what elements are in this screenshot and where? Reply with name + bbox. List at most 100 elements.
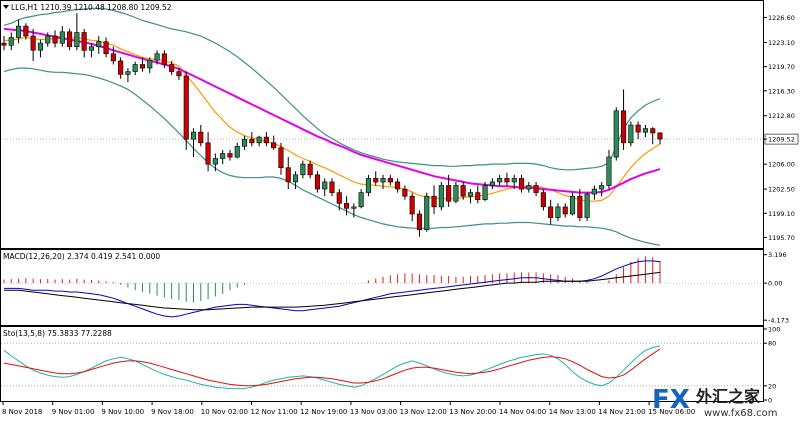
candle <box>147 57 153 74</box>
candle-body <box>591 188 597 195</box>
candle-body <box>358 192 364 208</box>
candle <box>577 189 583 222</box>
candle-body <box>482 185 488 200</box>
y-tick-label: 1209.52 <box>768 136 795 144</box>
stochastic-panel <box>1 342 763 390</box>
candle <box>15 19 22 44</box>
candle <box>96 36 102 54</box>
candle <box>249 132 255 147</box>
y-tick-label: 1216.30 <box>768 87 795 95</box>
candle <box>183 71 189 150</box>
candle-body <box>336 192 342 204</box>
candle-body <box>548 206 554 218</box>
macd-panel-frame <box>0 249 764 326</box>
y-tick-label: 1202.50 <box>768 186 795 194</box>
candle-body <box>533 185 539 193</box>
candle <box>373 171 379 186</box>
candle-body <box>307 163 313 176</box>
sto-line-1 <box>3 348 661 387</box>
candle-body <box>584 193 590 218</box>
candle-body <box>504 178 510 183</box>
candle <box>125 68 131 83</box>
candle-body <box>125 71 131 75</box>
candle-body <box>96 41 102 48</box>
candle <box>322 178 328 197</box>
candle <box>402 185 408 200</box>
x-tick-label: 13 Nov 20:00 <box>449 408 496 416</box>
candle-body <box>292 174 299 183</box>
candle-body <box>373 178 379 183</box>
logo-fx-text: FX <box>652 385 690 415</box>
candle-body <box>657 132 663 140</box>
candle-body <box>285 167 291 183</box>
candle-body <box>154 53 160 61</box>
candle-body <box>74 32 80 47</box>
candle-body <box>628 124 634 144</box>
candle <box>555 203 561 222</box>
candle <box>562 203 568 218</box>
candle <box>657 132 663 145</box>
macd-panel <box>1 256 763 318</box>
candle <box>591 185 597 200</box>
candle-body <box>416 213 423 230</box>
candle <box>358 189 364 209</box>
candle <box>314 171 321 193</box>
candle <box>409 192 415 222</box>
candle-body <box>642 128 649 133</box>
candle-body <box>212 158 218 165</box>
candle-body <box>249 138 255 144</box>
x-tick-label: 14 Nov 13:00 <box>549 408 596 416</box>
y-tick-label: 1212.80 <box>768 112 795 120</box>
candle-body <box>650 128 656 134</box>
macd-tick-label: 3.196 <box>768 251 787 259</box>
symbol-dropdown-icon[interactable] <box>3 5 9 9</box>
candle <box>307 160 313 179</box>
candle <box>504 172 510 186</box>
candle-body <box>183 75 189 140</box>
macd-tick-label: -4.173 <box>768 317 789 325</box>
candle <box>460 181 466 200</box>
candle <box>511 174 517 190</box>
candle <box>642 125 649 138</box>
candle <box>132 61 138 76</box>
candle <box>110 46 116 65</box>
candle-body <box>263 136 269 144</box>
candle <box>242 135 248 150</box>
candle <box>30 28 36 61</box>
candle <box>176 68 182 81</box>
candle-body <box>322 181 328 190</box>
candle <box>387 174 393 186</box>
candle <box>613 107 619 161</box>
candle-body <box>147 59 153 69</box>
candle <box>278 142 284 175</box>
indicator-line-1 <box>3 67 661 246</box>
candle <box>343 196 350 216</box>
candle <box>467 189 474 204</box>
candle <box>628 121 634 147</box>
indicator-line-0 <box>3 7 661 171</box>
candle <box>161 50 167 69</box>
candle <box>139 57 145 72</box>
candle <box>88 43 94 58</box>
candle <box>482 181 488 202</box>
candle <box>37 39 44 58</box>
candle-body <box>300 163 306 176</box>
candle <box>336 189 342 211</box>
candle-body <box>191 131 197 140</box>
sto-tick-label: 100 <box>768 326 780 334</box>
candle-body <box>198 131 204 144</box>
candle-body <box>205 142 211 165</box>
x-tick-label: 13 Nov 12:00 <box>400 408 447 416</box>
y-tick-label: 1206.00 <box>768 161 795 169</box>
x-tick-label: 9 Nov 18:00 <box>151 408 194 416</box>
candle-body <box>569 195 576 215</box>
candle-body <box>67 31 73 47</box>
logo-url-text: www.fx68.com <box>704 408 778 419</box>
candle-body <box>460 185 466 197</box>
candle <box>518 174 525 193</box>
candle-body <box>81 32 87 51</box>
candle <box>1 36 7 51</box>
sto-tick-label: 0 <box>768 397 772 405</box>
